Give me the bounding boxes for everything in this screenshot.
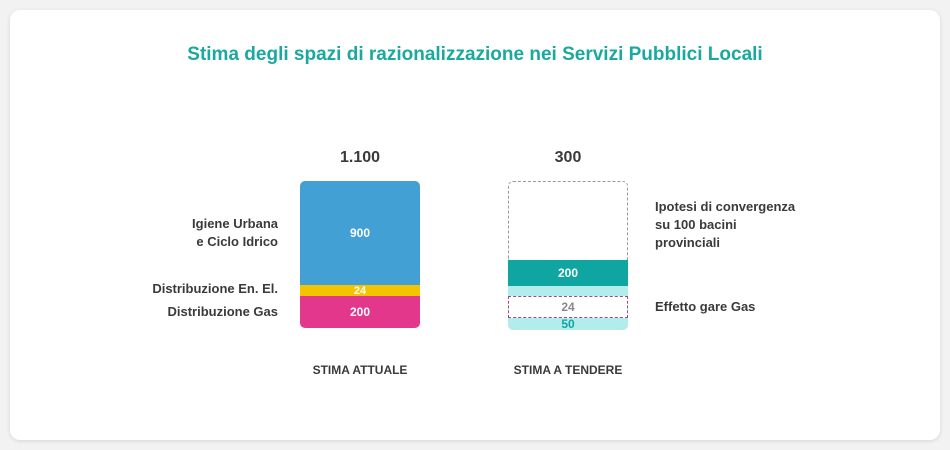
category-stima-a-tendere: STIMA A TENDERE <box>513 363 623 377</box>
label-effetto-gare-gas: Effetto gare Gas <box>655 299 756 314</box>
category-stima-attuale: STIMA ATTUALE <box>312 363 408 377</box>
label-distribuzione-gas: Distribuzione Gas <box>167 304 278 319</box>
bar-ipotesi-convergenza-placeholder <box>508 181 628 260</box>
bar-stima-tendere-50: 50 <box>508 317 628 331</box>
total-stima-a-tendere: 300 <box>554 149 582 166</box>
chart-title: Stima degli spazi di razionalizzazione n… <box>187 44 763 65</box>
bar-distribuzione-en-el: 24 <box>300 285 420 297</box>
bar-stima-tendere-light <box>508 286 628 296</box>
label-ipotesi-line2: su 100 bacini <box>655 217 737 232</box>
total-stima-attuale: 1.100 <box>339 149 381 166</box>
label-ipotesi-line3: provinciali <box>655 235 721 250</box>
bar-effetto-gare-24: 24 <box>508 296 628 318</box>
label-distribuzione-en-el: Distribuzione En. El. <box>152 281 278 296</box>
chart-card <box>10 10 940 440</box>
bar-distribuzione-gas: 200 <box>300 296 420 328</box>
label-ipotesi-line1: Ipotesi di convergenza <box>655 199 796 214</box>
bar-igiene-urbana: 900 <box>300 181 420 285</box>
label-igiene-urbana: Igiene Urbana e Ciclo Idrico <box>192 215 278 251</box>
bar-stima-tendere-200: 200 <box>508 260 628 286</box>
label-igiene-line2: e Ciclo Idrico <box>196 234 278 249</box>
label-ipotesi-convergenza: Ipotesi di convergenza su 100 bacini pro… <box>655 198 795 252</box>
label-igiene-line1: Igiene Urbana <box>192 216 278 231</box>
